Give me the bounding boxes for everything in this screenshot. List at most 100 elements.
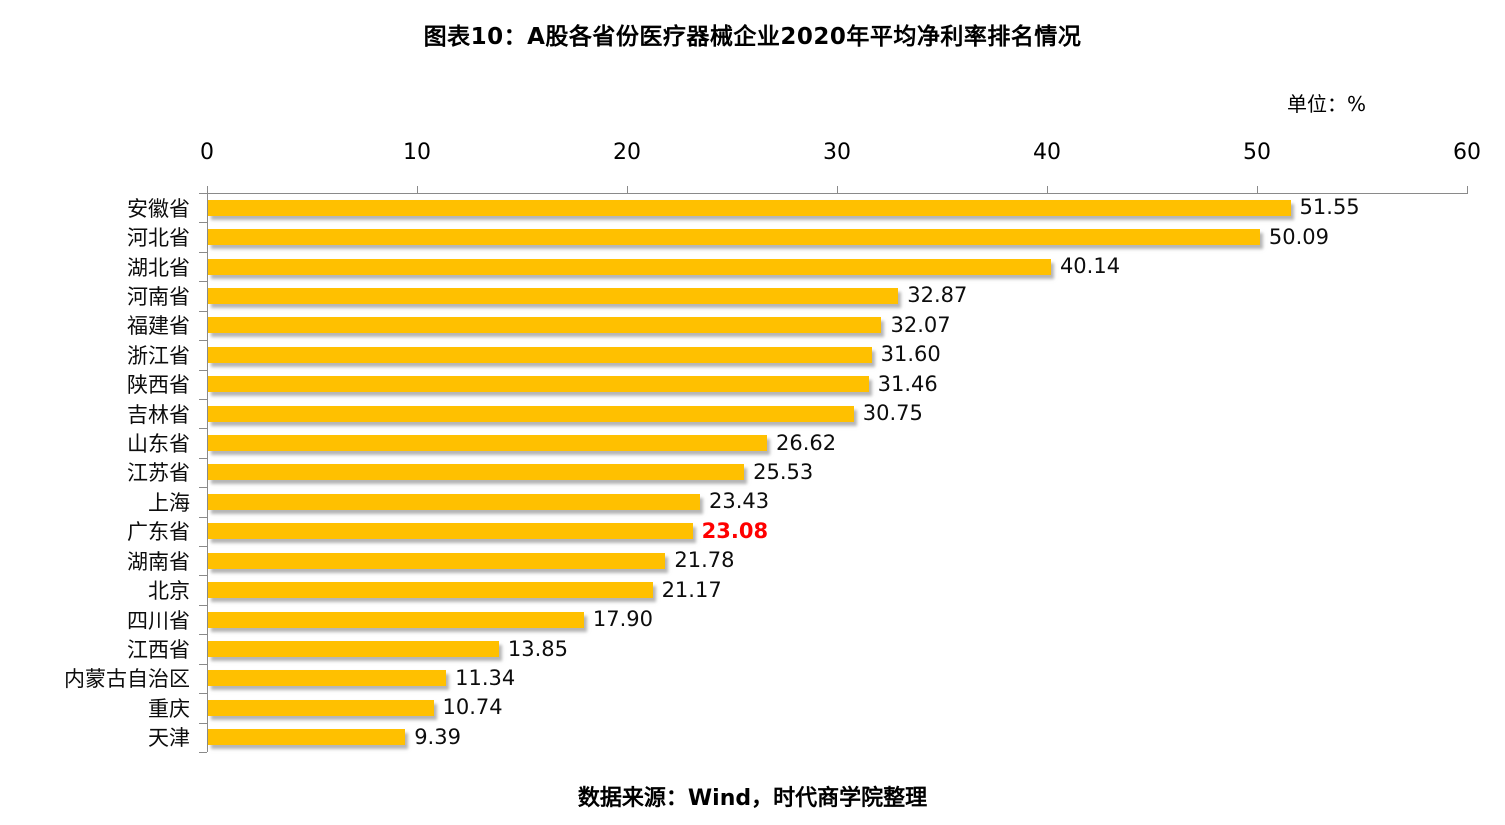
bar xyxy=(208,346,872,363)
bar-row: 11.34 xyxy=(208,664,1467,693)
value-label: 32.87 xyxy=(907,283,968,308)
bar xyxy=(208,552,666,569)
bar-row: 51.55 xyxy=(208,193,1467,222)
y-axis-tick-mark xyxy=(199,575,207,577)
y-axis-tick-mark xyxy=(199,663,207,665)
x-axis-tick-mark xyxy=(417,186,418,193)
bar xyxy=(208,287,899,304)
value-label: 25.53 xyxy=(753,459,814,484)
y-axis-tick-mark xyxy=(199,604,207,606)
chart-title: 图表10：A股各省份医疗器械企业2020年平均净利率排名情况 xyxy=(423,24,1082,50)
bar-row: 40.14 xyxy=(208,252,1467,281)
y-axis-tick-mark xyxy=(199,487,207,489)
x-axis-tick-mark xyxy=(837,186,838,193)
y-axis-line xyxy=(207,193,208,752)
bar-row: 25.53 xyxy=(208,458,1467,487)
bar xyxy=(208,670,447,687)
y-axis-tick-mark xyxy=(199,752,207,753)
x-axis-tick-label: 60 xyxy=(1453,140,1481,165)
y-axis-tick-mark xyxy=(199,193,207,194)
bar xyxy=(208,376,869,393)
y-axis-tick-mark xyxy=(199,281,207,283)
bar xyxy=(208,729,406,746)
bar-row: 21.17 xyxy=(208,575,1467,604)
x-axis-tick-labels: 0 10 20 30 40 50 60 xyxy=(200,140,1481,170)
value-label: 13.85 xyxy=(507,636,568,661)
bar xyxy=(208,405,854,422)
bar-row: 10.74 xyxy=(208,693,1467,722)
y-axis-tick-mark xyxy=(199,634,207,636)
x-axis-tick-label: 50 xyxy=(1243,140,1271,165)
bar-row: 50.09 xyxy=(208,222,1467,251)
x-axis-tick-label: 30 xyxy=(823,140,851,165)
source-note: 数据来源：Wind，时代商学院整理 xyxy=(577,786,928,811)
category-label: 江苏省 xyxy=(127,461,190,486)
bar-row: 17.90 xyxy=(208,605,1467,634)
value-label: 23.43 xyxy=(709,489,770,514)
bar xyxy=(208,435,768,452)
x-axis-tick-mark xyxy=(207,186,208,193)
x-axis-tick-label: 20 xyxy=(613,140,641,165)
category-label: 浙江省 xyxy=(127,343,190,368)
bar-row: 32.07 xyxy=(208,311,1467,340)
bar xyxy=(208,582,653,599)
category-label: 上海 xyxy=(148,490,190,515)
y-axis-category-labels: 安徽省 河北省 湖北省 河南省 福建省 浙江省 陕西省 吉林省 山东省 江苏省 上海 广东省 湖南省 北京… xyxy=(0,193,199,752)
category-label: 重庆 xyxy=(148,696,190,721)
category-label: 吉林省 xyxy=(127,402,190,427)
bar-row: 31.60 xyxy=(208,340,1467,369)
bar-row: 30.75 xyxy=(208,399,1467,428)
bar-row: 26.62 xyxy=(208,428,1467,457)
bar xyxy=(208,641,499,658)
value-label: 30.75 xyxy=(862,401,923,426)
category-label: 湖南省 xyxy=(127,549,190,574)
value-label: 32.07 xyxy=(890,312,951,337)
bar xyxy=(208,611,584,628)
bar-row: 9.39 xyxy=(208,723,1467,752)
bar-row: 32.87 xyxy=(208,281,1467,310)
y-axis-tick-mark xyxy=(199,398,207,400)
value-label-highlighted: 23.08 xyxy=(701,518,769,543)
category-label: 河北省 xyxy=(127,226,190,251)
x-axis-tick-label: 10 xyxy=(403,140,431,165)
value-label: 17.90 xyxy=(592,607,654,632)
bar-row: 23.08 xyxy=(208,517,1467,546)
x-axis-tick-label: 40 xyxy=(1033,140,1061,165)
category-label: 山东省 xyxy=(127,432,190,457)
value-label: 51.55 xyxy=(1299,195,1360,220)
y-axis-tick-mark xyxy=(199,516,207,518)
x-axis-tick-label: 0 xyxy=(200,140,214,165)
plot-area: 51.55 50.09 40.14 32.87 32.07 31.60 31.46 30.75… xyxy=(199,186,1468,753)
x-axis-tick-mark xyxy=(1047,186,1048,193)
y-axis-tick-mark xyxy=(199,546,207,548)
y-axis-tick-mark xyxy=(199,457,207,459)
y-axis-tick-mark xyxy=(199,310,207,312)
bar xyxy=(208,523,693,540)
bar-row: 31.46 xyxy=(208,370,1467,399)
value-label: 21.17 xyxy=(661,577,722,602)
bar-row: 23.43 xyxy=(208,487,1467,516)
category-label: 安徽省 xyxy=(127,196,190,221)
y-axis-tick-mark xyxy=(199,251,207,253)
y-axis-tick-mark xyxy=(199,369,207,371)
y-axis-tick-mark xyxy=(199,340,207,342)
category-label: 四川省 xyxy=(127,608,190,633)
bar-row: 21.78 xyxy=(208,546,1467,575)
category-label: 江西省 xyxy=(127,638,190,663)
y-axis-tick-mark xyxy=(199,222,207,224)
category-label: 天津 xyxy=(148,726,190,751)
bar xyxy=(208,493,701,510)
y-axis-tick-mark xyxy=(199,693,207,695)
bar xyxy=(208,229,1260,246)
category-label: 河南省 xyxy=(127,284,190,309)
y-axis-tick-mark xyxy=(199,428,207,430)
category-label: 内蒙古自治区 xyxy=(64,667,190,692)
unit-label: 单位：% xyxy=(1287,92,1367,116)
value-label: 11.34 xyxy=(455,665,516,690)
value-label: 10.74 xyxy=(442,695,503,720)
value-label: 21.78 xyxy=(674,548,735,573)
bar xyxy=(208,317,882,334)
value-label: 9.39 xyxy=(414,724,461,749)
value-label: 50.09 xyxy=(1268,224,1329,249)
